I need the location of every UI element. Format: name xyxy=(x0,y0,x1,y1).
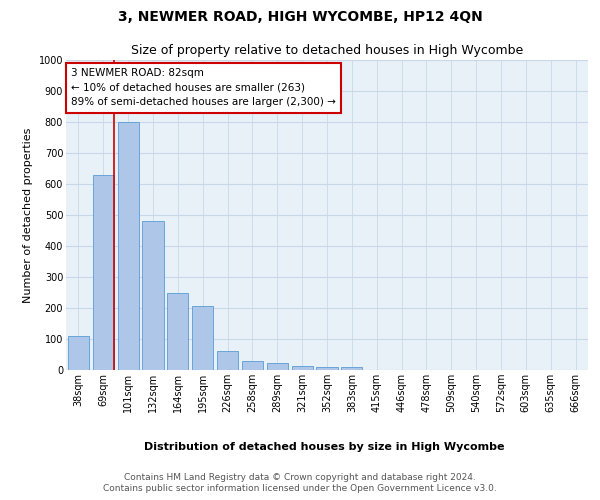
Bar xyxy=(68,336,89,370)
Bar xyxy=(142,221,164,370)
Bar xyxy=(316,367,338,370)
Bar xyxy=(93,174,114,370)
Text: Contains public sector information licensed under the Open Government Licence v3: Contains public sector information licen… xyxy=(103,484,497,493)
Bar xyxy=(341,367,362,370)
Text: 3 NEWMER ROAD: 82sqm
← 10% of detached houses are smaller (263)
89% of semi-deta: 3 NEWMER ROAD: 82sqm ← 10% of detached h… xyxy=(71,68,336,108)
Text: Distribution of detached houses by size in High Wycombe: Distribution of detached houses by size … xyxy=(144,442,504,452)
Title: Size of property relative to detached houses in High Wycombe: Size of property relative to detached ho… xyxy=(131,44,523,58)
Bar xyxy=(167,292,188,370)
Bar xyxy=(267,363,288,370)
Y-axis label: Number of detached properties: Number of detached properties xyxy=(23,128,33,302)
Bar xyxy=(217,352,238,370)
Bar xyxy=(242,362,263,370)
Bar xyxy=(118,122,139,370)
Bar xyxy=(192,306,213,370)
Bar xyxy=(292,366,313,370)
Text: 3, NEWMER ROAD, HIGH WYCOMBE, HP12 4QN: 3, NEWMER ROAD, HIGH WYCOMBE, HP12 4QN xyxy=(118,10,482,24)
Text: Contains HM Land Registry data © Crown copyright and database right 2024.: Contains HM Land Registry data © Crown c… xyxy=(124,472,476,482)
